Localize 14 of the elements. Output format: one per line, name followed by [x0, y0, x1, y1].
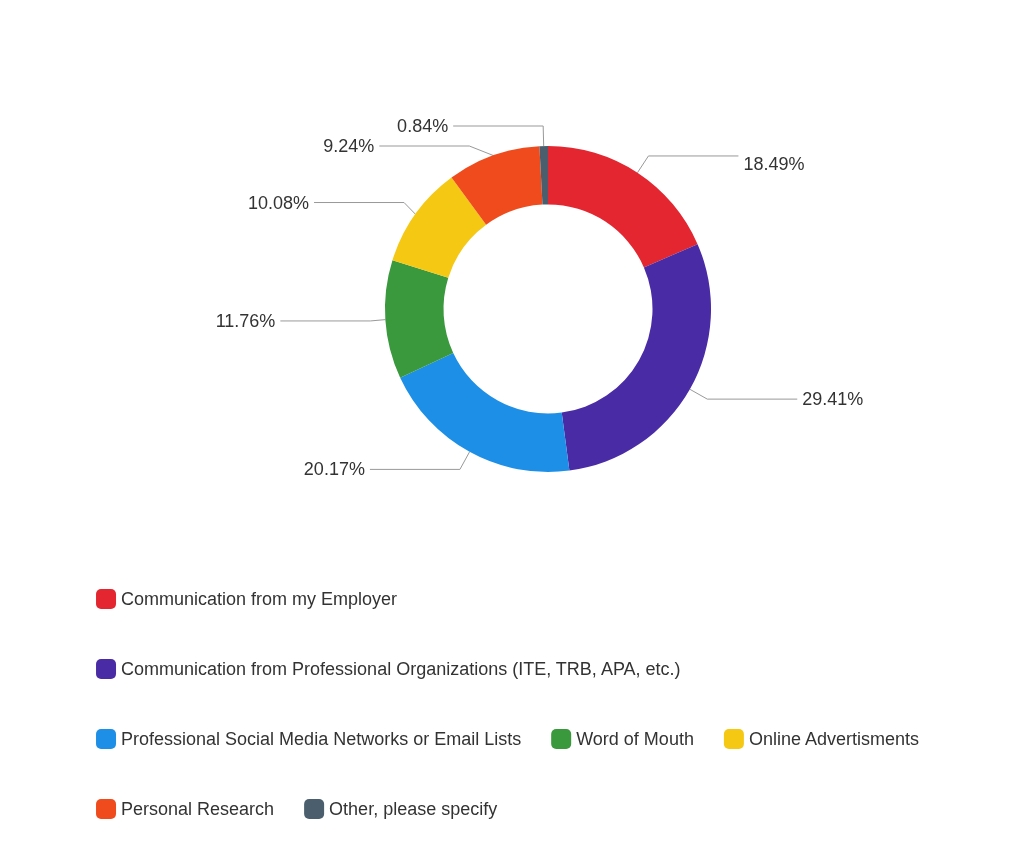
data-label: 29.41% [802, 389, 864, 410]
data-label: 0.84% [397, 116, 449, 136]
legend-label: Word of Mouth [576, 729, 694, 749]
data-label: 20.17% [303, 459, 365, 480]
legend-label: Communication from Professional Organizations (ITE, TRB, APA, etc.) [121, 659, 681, 679]
legend-label: Personal Research [121, 799, 275, 819]
data-label: 18.49% [743, 154, 805, 174]
legend-label: Online Advertisments [748, 729, 919, 749]
legend-label: Communication from my Employer [121, 589, 398, 609]
legend-label: Professional Social Media Networks or Email Lists [121, 729, 522, 749]
legend-label: Other, please specify [329, 799, 498, 819]
data-label: 9.24% [323, 136, 375, 156]
data-label: 11.76% [215, 310, 276, 331]
data-label: 10.08% [247, 192, 310, 213]
